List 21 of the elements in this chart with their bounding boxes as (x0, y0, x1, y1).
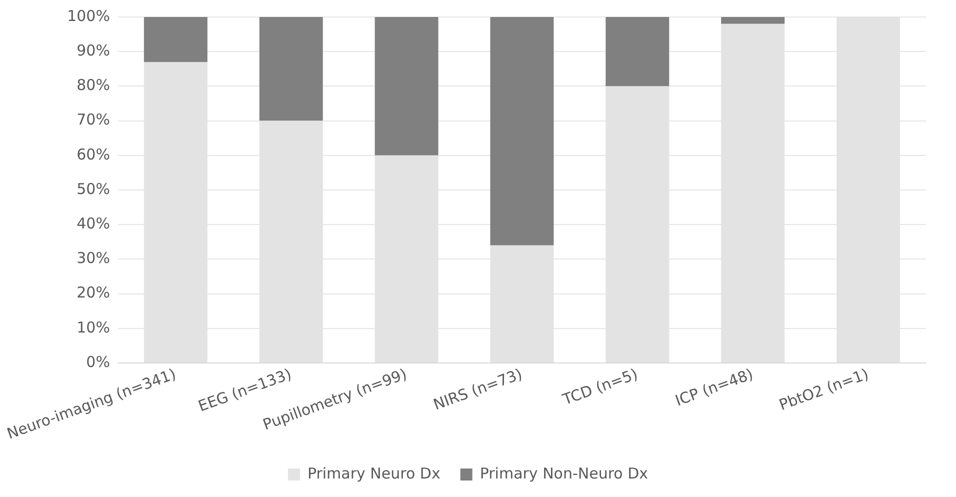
bar (259, 17, 323, 121)
bar (374, 17, 438, 156)
legend-label: Primary Non-Neuro Dx (480, 464, 648, 482)
legend-label: Primary Neuro Dx (307, 464, 440, 482)
x-tick-label: TCD (n=5) (559, 364, 640, 410)
y-tick-label: 80% (76, 76, 110, 94)
y-tick-label: 50% (76, 180, 110, 198)
y-tick-label: 90% (76, 41, 110, 60)
bar (721, 17, 785, 24)
x-tick-label: PbtO2 (n=1) (776, 364, 871, 414)
bar (606, 17, 670, 86)
y-tick-label: 70% (76, 110, 110, 129)
y-tick-label: 30% (76, 249, 110, 268)
y-tick-label: 10% (76, 318, 110, 336)
bar (490, 17, 554, 246)
y-tick-label: 60% (76, 145, 110, 164)
y-tick-label: 0% (86, 352, 110, 371)
y-tick-label: 20% (76, 284, 110, 302)
y-tick-label: 40% (76, 214, 110, 233)
y-tick-label: 100% (67, 6, 110, 25)
bar (144, 17, 208, 62)
